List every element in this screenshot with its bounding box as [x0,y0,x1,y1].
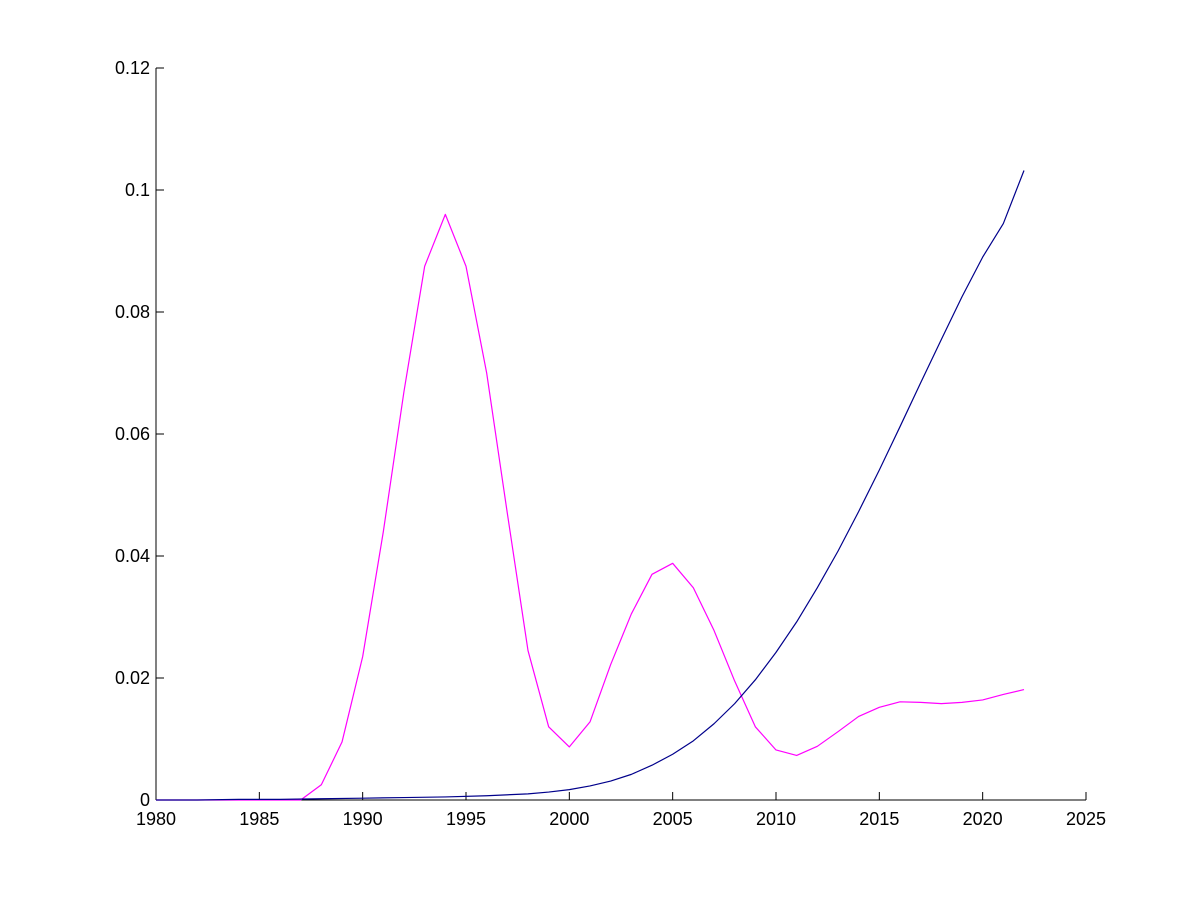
x-tick-label: 2010 [756,809,796,829]
chart-axes [155,68,1086,801]
x-tick-label: 2015 [859,809,899,829]
x-tick-label: 1990 [343,809,383,829]
chart-series [156,170,1025,801]
x-tick-label: 1980 [136,809,176,829]
y-tick-label: 0.12 [115,58,150,78]
y-tick-label: 0.04 [115,546,150,566]
y-tick-label: 0.06 [115,424,150,444]
y-tick-label: 0.1 [125,180,150,200]
x-tick-label: 2005 [653,809,693,829]
x-tick-label: 2020 [963,809,1003,829]
series-line-1 [156,213,1025,801]
y-tick-label: 0.08 [115,302,150,322]
x-tick-label: 2025 [1066,809,1106,829]
series-line-2 [156,170,1025,801]
x-tick-label: 2000 [549,809,589,829]
y-tick-label: 0 [140,790,150,810]
x-tick-label: 1995 [446,809,486,829]
x-tick-label: 1985 [239,809,279,829]
y-tick-label: 0.02 [115,668,150,688]
chart-ticks: 1980 1985 1990 1995 2000 2005 2010 2015 2020 2025… [115,58,1106,829]
